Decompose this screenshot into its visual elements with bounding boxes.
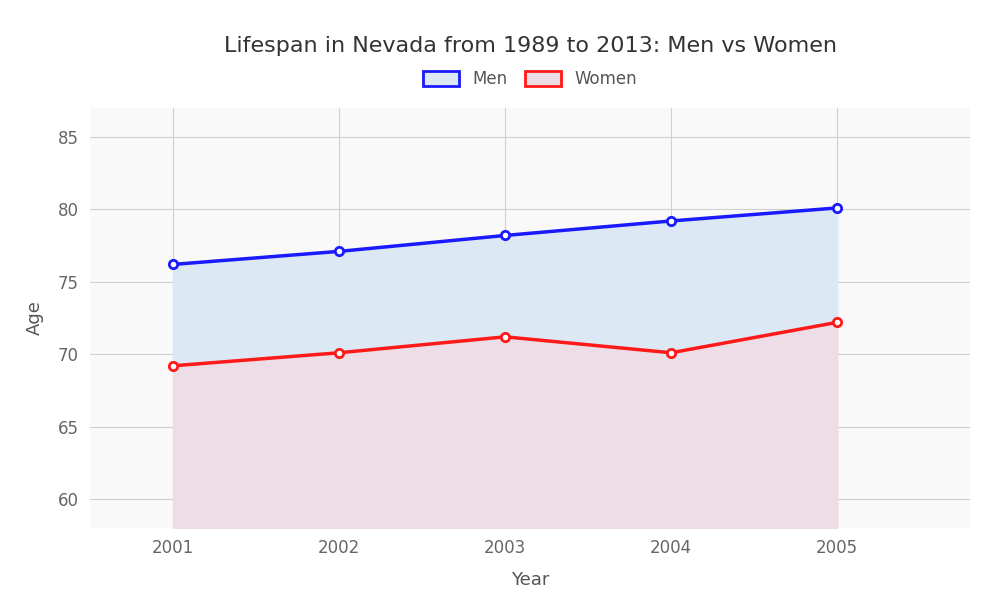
Title: Lifespan in Nevada from 1989 to 2013: Men vs Women: Lifespan in Nevada from 1989 to 2013: Me…	[224, 37, 836, 56]
X-axis label: Year: Year	[511, 571, 549, 589]
Y-axis label: Age: Age	[26, 301, 44, 335]
Legend: Men, Women: Men, Women	[414, 62, 646, 97]
